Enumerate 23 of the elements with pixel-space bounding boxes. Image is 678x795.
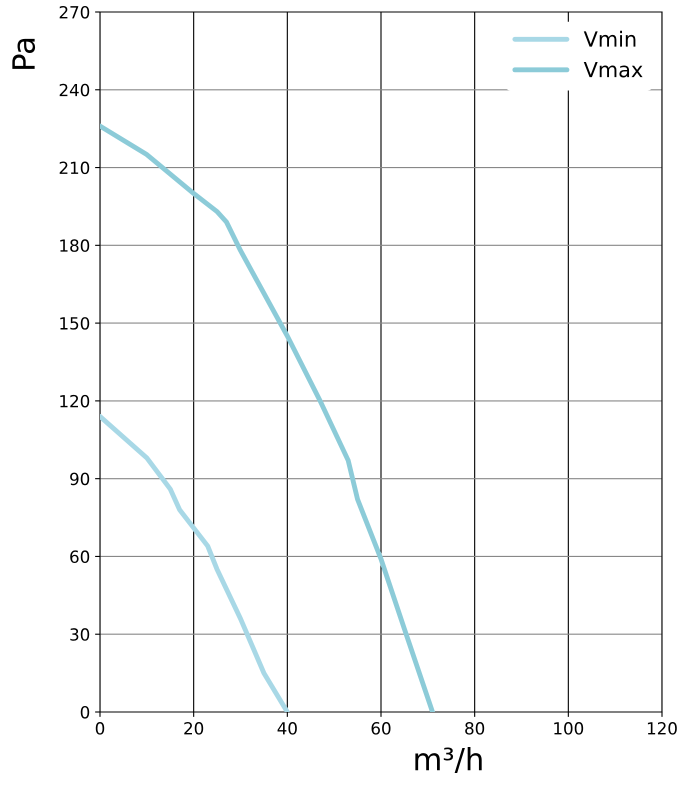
y-tick-label: 150 — [60, 317, 90, 330]
line-series — [100, 414, 290, 712]
y-tick-label: 90 — [70, 472, 90, 486]
x-axis-title: m³/h — [415, 747, 482, 774]
x-tick-label: 80 — [465, 722, 484, 735]
y-tick-label: 210 — [60, 162, 90, 174]
x-tick-label: 100 — [554, 722, 584, 735]
y-tick-label: 60 — [70, 550, 90, 564]
y-tick-label: 120 — [60, 394, 90, 408]
y-axis-title: Pa — [12, 38, 36, 69]
y-tick-label: 240 — [60, 84, 90, 96]
y-tick-label: 180 — [60, 239, 90, 252]
legend-label: Vmax — [584, 62, 643, 78]
y-tick-label: 30 — [70, 628, 90, 641]
x-tick-label: 20 — [184, 722, 204, 735]
y-tick-label: 270 — [60, 6, 90, 19]
x-tick-label: 60 — [372, 722, 390, 735]
y-tick-label: 0 — [80, 706, 90, 719]
x-tick-label: 40 — [278, 722, 297, 735]
x-tick-label: 0 — [96, 722, 104, 735]
legend-label: Vmin — [584, 30, 636, 47]
line-series — [100, 124, 435, 712]
x-tick-label: 120 — [648, 722, 677, 735]
